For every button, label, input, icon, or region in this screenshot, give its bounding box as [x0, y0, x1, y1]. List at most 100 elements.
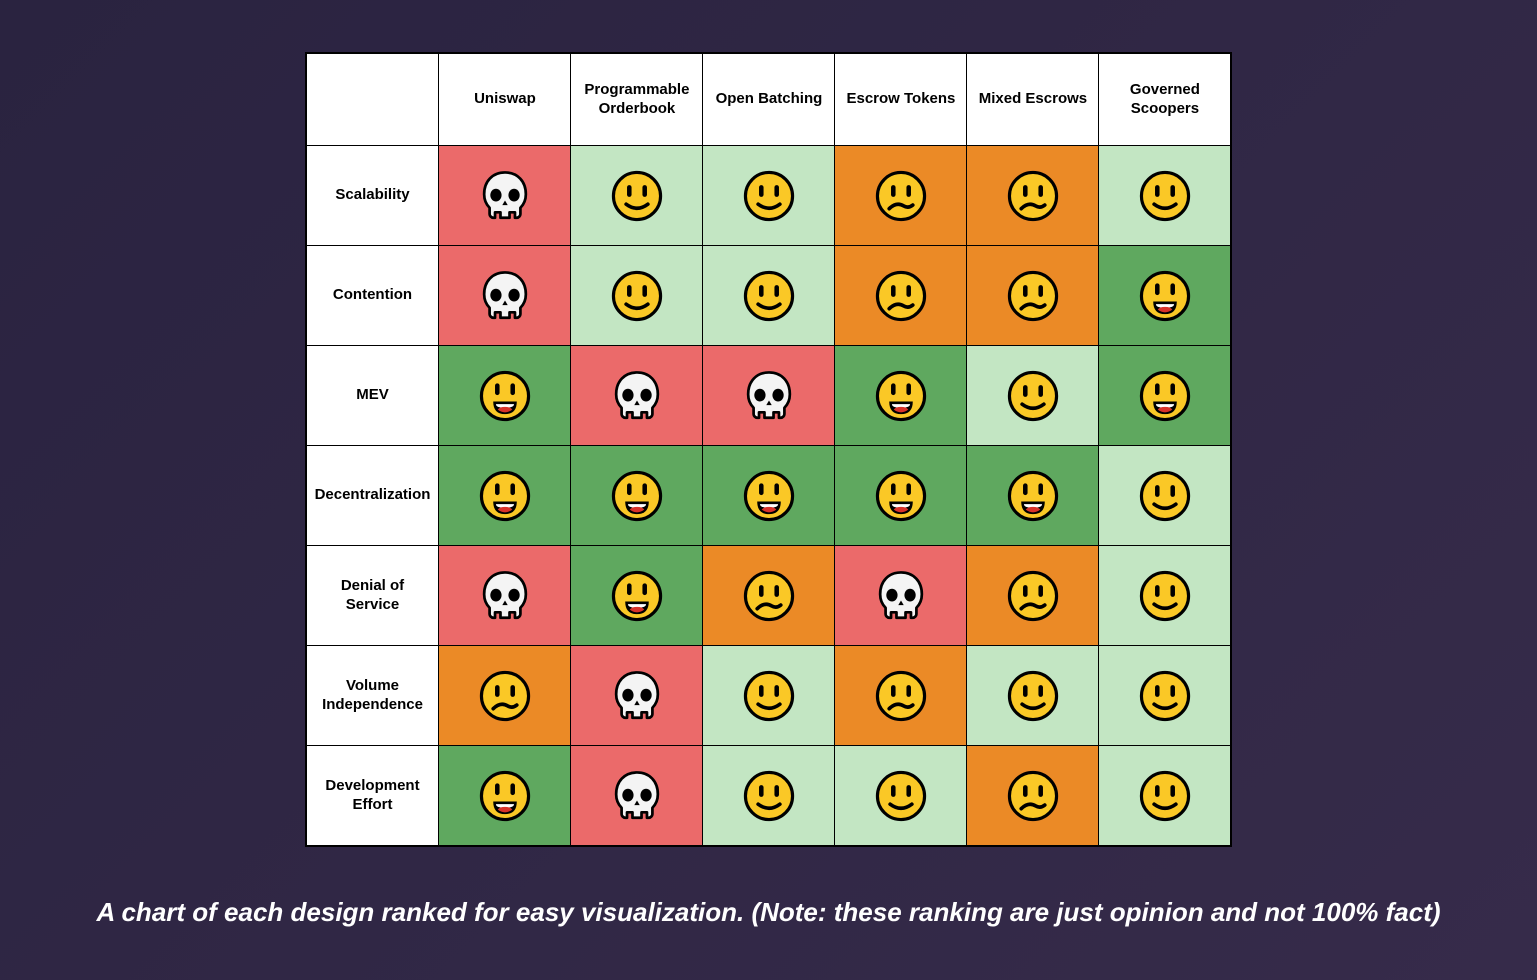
rating-cell [703, 146, 835, 246]
smile-icon [835, 746, 966, 845]
rating-cell [571, 346, 703, 446]
smile-icon [571, 146, 702, 245]
rating-cell [571, 546, 703, 646]
happy-icon [967, 446, 1098, 545]
smile-icon [1099, 746, 1230, 845]
rating-cell [967, 346, 1099, 446]
smile-icon [1099, 546, 1230, 645]
smile-icon [703, 246, 834, 345]
confused-icon [967, 546, 1098, 645]
rating-cell [835, 346, 967, 446]
rating-cell [835, 746, 967, 846]
happy-icon [835, 346, 966, 445]
rating-cell [571, 746, 703, 846]
table-row: Contention [306, 246, 1231, 346]
skull-icon [439, 246, 570, 345]
rating-cell [1099, 346, 1231, 446]
rating-cell [967, 446, 1099, 546]
rating-cell [439, 346, 571, 446]
rating-cell [439, 246, 571, 346]
rating-cell [571, 446, 703, 546]
skull-icon [571, 646, 702, 745]
rating-cell [703, 346, 835, 446]
rating-cell [835, 646, 967, 746]
rating-cell [703, 446, 835, 546]
happy-icon [703, 446, 834, 545]
table-header-row: UniswapProgrammable OrderbookOpen Batchi… [306, 54, 1231, 146]
rating-cell [835, 146, 967, 246]
rating-cell [1099, 446, 1231, 546]
table-row: Decentralization [306, 446, 1231, 546]
smile-icon [1099, 646, 1230, 745]
rating-cell [967, 146, 1099, 246]
comparison-table-wrapper: UniswapProgrammable OrderbookOpen Batchi… [305, 52, 1233, 847]
table-row: Denial of Service [306, 546, 1231, 646]
row-label: Development Effort [306, 746, 439, 846]
column-header: Mixed Escrows [967, 54, 1099, 146]
row-label: Scalability [306, 146, 439, 246]
table-body: Scalability Contention [306, 146, 1231, 846]
confused-icon [835, 646, 966, 745]
skull-icon [439, 546, 570, 645]
happy-icon [439, 746, 570, 845]
confused-icon [967, 146, 1098, 245]
skull-icon [571, 746, 702, 845]
column-header: Uniswap [439, 54, 571, 146]
rating-cell [571, 646, 703, 746]
rating-cell [1099, 246, 1231, 346]
happy-icon [1099, 246, 1230, 345]
happy-icon [439, 346, 570, 445]
rating-cell [835, 246, 967, 346]
confused-icon [967, 746, 1098, 845]
happy-icon [439, 446, 570, 545]
column-header: Open Batching [703, 54, 835, 146]
skull-icon [571, 346, 702, 445]
rating-cell [571, 246, 703, 346]
rating-cell [571, 146, 703, 246]
smile-icon [967, 346, 1098, 445]
rating-cell [703, 646, 835, 746]
rating-cell [967, 546, 1099, 646]
row-label: Volume Independence [306, 646, 439, 746]
table-row: Volume Independence [306, 646, 1231, 746]
smile-icon [1099, 146, 1230, 245]
row-label: Decentralization [306, 446, 439, 546]
column-header: Governed Scoopers [1099, 54, 1231, 146]
skull-icon [703, 346, 834, 445]
happy-icon [571, 546, 702, 645]
smile-icon [1099, 446, 1230, 545]
table-row: Scalability [306, 146, 1231, 246]
rating-cell [967, 746, 1099, 846]
smile-icon [571, 246, 702, 345]
rating-cell [835, 446, 967, 546]
rating-cell [967, 646, 1099, 746]
rating-cell [703, 246, 835, 346]
rating-cell [1099, 546, 1231, 646]
smile-icon [703, 146, 834, 245]
happy-icon [571, 446, 702, 545]
rating-cell [1099, 146, 1231, 246]
rating-cell [439, 146, 571, 246]
confused-icon [439, 646, 570, 745]
rating-cell [439, 746, 571, 846]
rating-cell [967, 246, 1099, 346]
confused-icon [703, 546, 834, 645]
rating-cell [439, 446, 571, 546]
rating-cell [703, 746, 835, 846]
rating-cell [439, 546, 571, 646]
row-label: Contention [306, 246, 439, 346]
confused-icon [967, 246, 1098, 345]
smile-icon [967, 646, 1098, 745]
rating-cell [439, 646, 571, 746]
skull-icon [835, 546, 966, 645]
column-header: Programmable Orderbook [571, 54, 703, 146]
table-row: MEV [306, 346, 1231, 446]
skull-icon [439, 146, 570, 245]
row-label: Denial of Service [306, 546, 439, 646]
confused-icon [835, 146, 966, 245]
rating-cell [1099, 646, 1231, 746]
row-label: MEV [306, 346, 439, 446]
rating-cell [703, 546, 835, 646]
caption-text: A chart of each design ranked for easy v… [76, 897, 1460, 928]
column-header: Escrow Tokens [835, 54, 967, 146]
